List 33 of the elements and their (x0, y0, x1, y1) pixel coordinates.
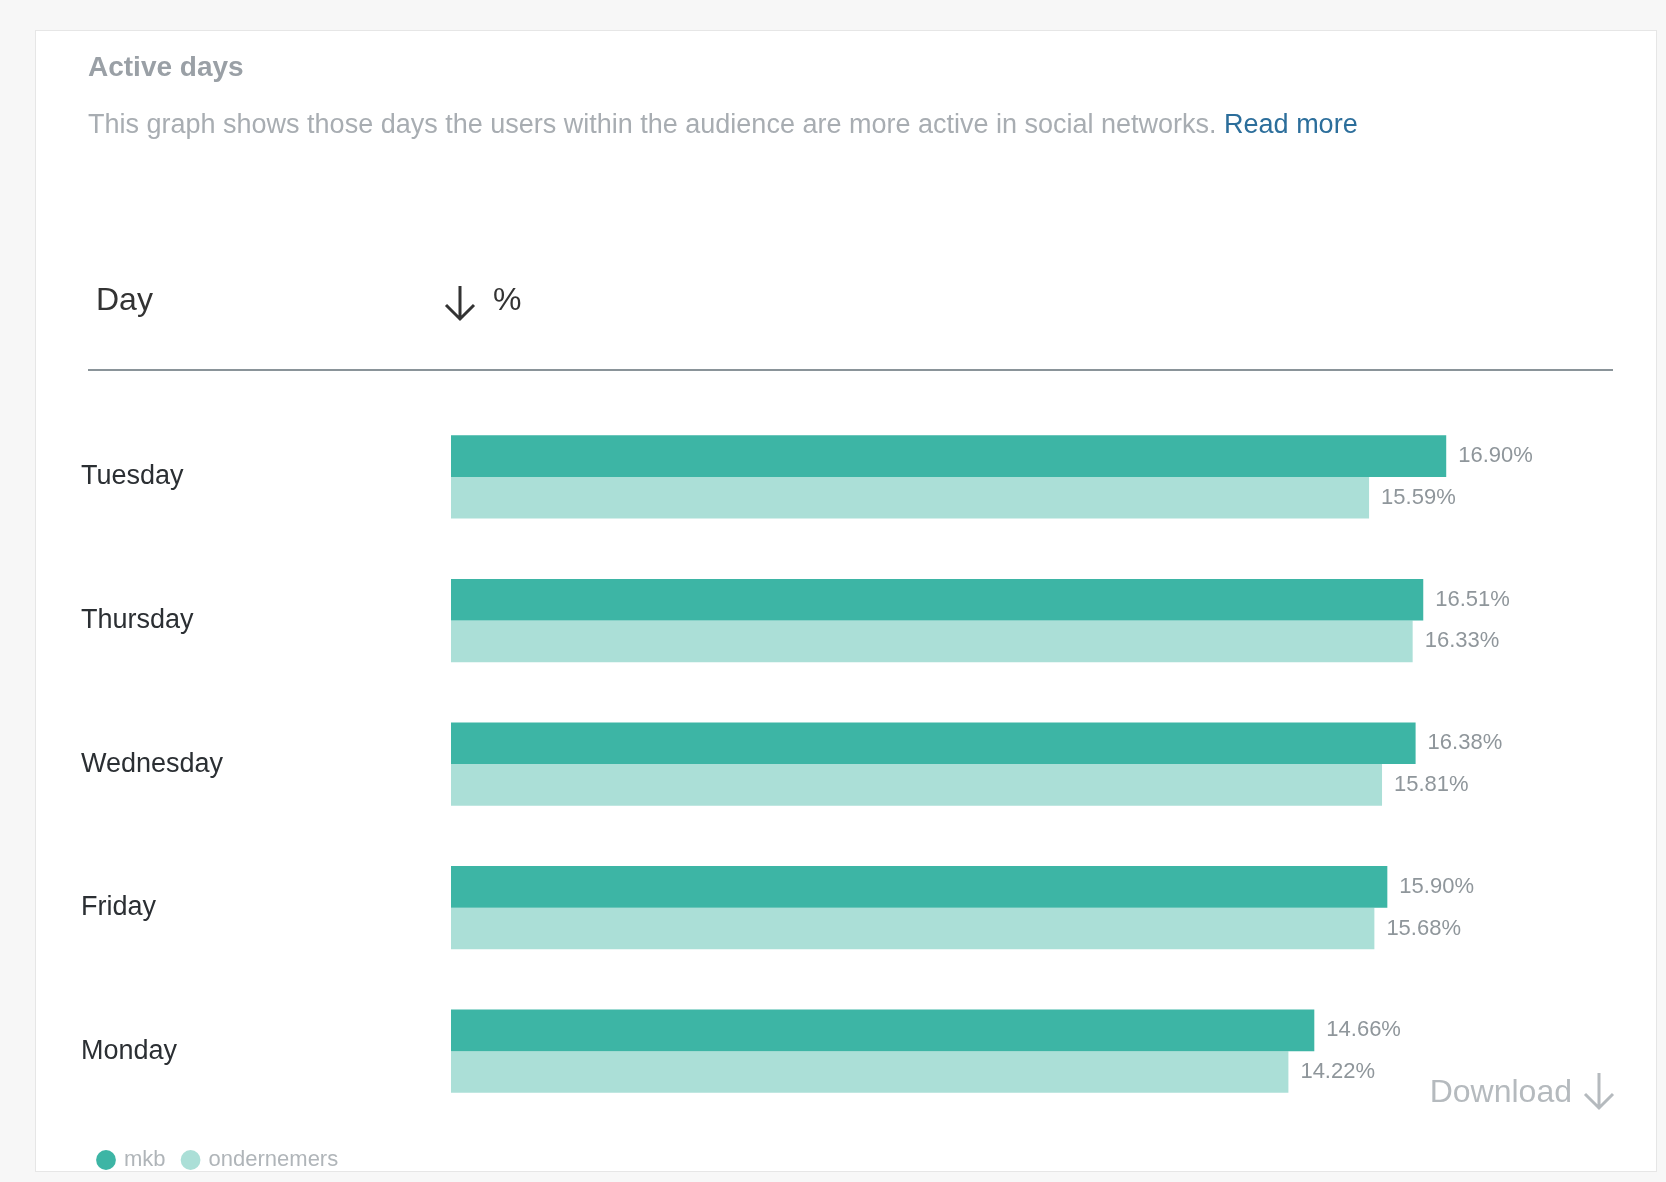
bar (451, 722, 1416, 765)
bar (451, 476, 1370, 519)
y-tick-label: Thursday (81, 603, 195, 634)
data-label: 16.33% (1424, 627, 1500, 653)
y-tick-label: Wednesday (81, 747, 224, 778)
bar (451, 620, 1413, 663)
data-label: 15.68% (1386, 914, 1461, 940)
y-tick-label: Monday (81, 1034, 178, 1065)
bar (451, 866, 1388, 908)
data-label: 15.90% (1399, 872, 1474, 898)
bar (451, 435, 1447, 477)
bar (451, 1009, 1315, 1052)
legend-label: mkb (124, 1146, 166, 1172)
legend-label: ondernemers (208, 1146, 339, 1172)
y-tick-label: Tuesday (81, 460, 185, 491)
data-label: 15.81% (1394, 770, 1469, 796)
bar (451, 907, 1375, 950)
data-label: 14.22% (1300, 1058, 1376, 1084)
text: Active days (88, 51, 244, 83)
bar (451, 1051, 1289, 1093)
data-label: 14.66% (1326, 1016, 1401, 1042)
annotation: Download (1429, 1072, 1572, 1110)
bar (451, 764, 1383, 806)
text: Day (96, 281, 153, 318)
data-label: 15.59% (1381, 483, 1456, 509)
text: Read more (1224, 109, 1358, 139)
y-tick-label: Friday (81, 891, 157, 922)
text: % (493, 281, 522, 318)
data-label: 16.38% (1427, 729, 1503, 755)
data-label: 16.51% (1435, 585, 1510, 611)
bar (451, 578, 1424, 621)
chart-subtitle: This graph shows those days the users within the audience are more active in social networks. (88, 109, 1217, 139)
data-label: 16.90% (1458, 442, 1533, 468)
